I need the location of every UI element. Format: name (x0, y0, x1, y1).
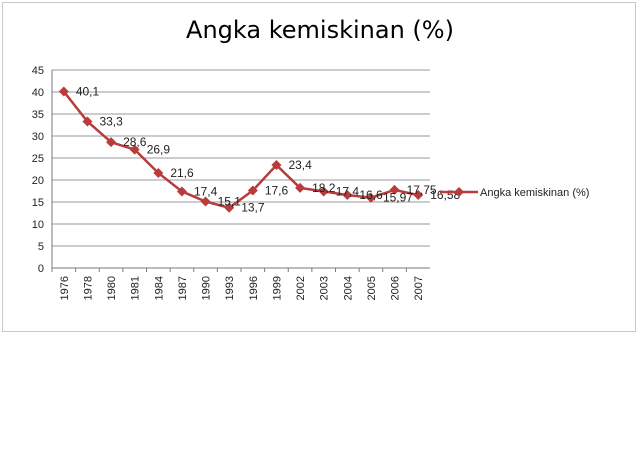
data-label: 26,9 (147, 143, 171, 157)
x-tick-label: 1990 (201, 276, 213, 300)
x-tick-label: 1980 (106, 276, 118, 300)
data-label: 17,6 (265, 184, 289, 198)
x-tick-label: 1996 (248, 276, 260, 300)
y-tick-label: 40 (32, 87, 44, 99)
x-tick-label: 1999 (271, 276, 283, 300)
x-tick-label: 2003 (319, 276, 331, 300)
data-point-marker (413, 190, 424, 201)
y-tick-label: 20 (32, 175, 44, 187)
x-tick-label: 2005 (366, 276, 378, 300)
x-tick-label: 1987 (177, 276, 189, 300)
data-point-marker (224, 202, 235, 213)
legend: Angka kemiskinan (%) (440, 187, 589, 199)
legend-label: Angka kemiskinan (%) (480, 187, 589, 199)
y-tick-label: 5 (38, 241, 44, 253)
data-labels: 40,133,328,626,921,617,415,1 13,717,623,4… (76, 85, 461, 215)
data-label: 28,6 (123, 135, 147, 149)
data-point-marker (247, 185, 258, 196)
data-point-marker (58, 86, 69, 97)
data-label: 23,4 (288, 158, 312, 172)
x-tick-label: 2006 (390, 276, 402, 300)
data-label: 18,2 (312, 181, 336, 195)
y-tick-label: 15 (32, 197, 44, 209)
data-label: 33,3 (99, 114, 123, 128)
data-point-marker (153, 167, 164, 178)
y-tick-label: 30 (32, 131, 44, 143)
data-label: 21,6 (170, 166, 194, 180)
data-point-marker (82, 116, 93, 127)
y-tick-labels: 0 5 10 15 20 25 30 35 40 45 (32, 65, 44, 275)
legend-marker (454, 187, 464, 197)
x-tick-label: 1981 (130, 276, 142, 300)
y-tick-label: 0 (38, 263, 44, 275)
x-tick-label: 2007 (413, 276, 425, 300)
x-tick-label: 2004 (342, 276, 354, 300)
y-tick-label: 45 (32, 65, 44, 77)
data-label: 17,4 (194, 184, 218, 198)
data-label: 16,6 (359, 188, 383, 202)
axes (51, 70, 430, 272)
data-point-marker (271, 160, 282, 171)
gridlines (52, 69, 430, 247)
data-point-marker (295, 182, 306, 193)
data-point-marker (318, 186, 329, 197)
data-label: 15,97 (383, 191, 413, 205)
data-label: 17,4 (336, 184, 360, 198)
x-tick-label: 2002 (295, 276, 307, 300)
series (58, 86, 424, 213)
data-point-marker (342, 189, 353, 200)
data-point-marker (389, 184, 400, 195)
x-tick-label: 1984 (153, 276, 165, 300)
y-tick-label: 10 (32, 219, 44, 231)
data-point-marker (106, 137, 117, 148)
series-line (62, 90, 419, 210)
x-tick-label: 1976 (59, 276, 71, 300)
data-label: 40,1 (76, 85, 100, 99)
data-point-marker (176, 186, 187, 197)
x-tick-label: 1978 (82, 276, 94, 300)
data-point-marker (129, 144, 140, 155)
x-tick-labels: 1976 1978 1980 1981 1984 1987 1990 1993 1996 1999… (59, 276, 425, 300)
data-label: 13,7 (241, 201, 265, 215)
y-tick-label: 35 (32, 109, 44, 121)
data-point-marker (200, 196, 211, 207)
chart-title: Angka kemiskinan (%) (186, 16, 454, 44)
y-tick-label: 25 (32, 153, 44, 165)
data-label: 17,75 (407, 183, 437, 197)
chart-frame (2, 2, 636, 332)
x-tick-label: 1993 (224, 276, 236, 300)
data-label: 15,1 (218, 195, 242, 209)
data-point-marker (365, 192, 376, 203)
